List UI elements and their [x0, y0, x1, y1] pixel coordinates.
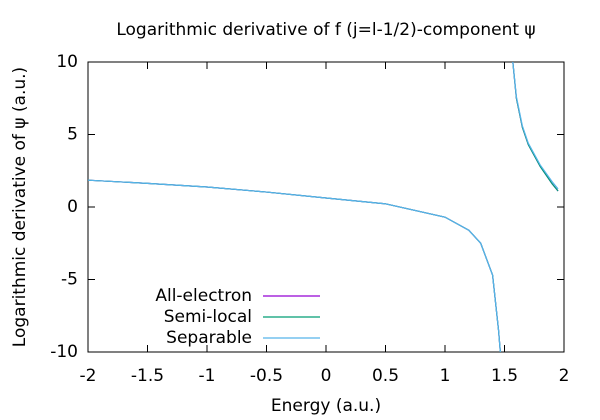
- legend-label: All-electron: [155, 286, 252, 306]
- x-tick-label: 1.5: [491, 366, 518, 386]
- x-tick-label: -0.5: [250, 366, 283, 386]
- x-axis-label: Energy (a.u.): [271, 396, 381, 416]
- series-line: [88, 62, 559, 352]
- x-tick-label: 0.5: [372, 366, 399, 386]
- x-tick-label: 2: [559, 366, 570, 386]
- x-tick-label: 0: [321, 366, 332, 386]
- plot-border: [87, 61, 565, 353]
- y-tick-label: 0: [67, 197, 78, 217]
- x-tick-label: -2: [80, 366, 97, 386]
- legend-label: Separable: [166, 328, 252, 348]
- series-line: [88, 62, 559, 352]
- x-tick-label: 1: [440, 366, 451, 386]
- chart-title: Logarithmic derivative of f (j=l-1/2)-co…: [116, 20, 535, 40]
- y-tick-label: 10: [56, 52, 78, 72]
- y-tick-label: -10: [50, 342, 78, 362]
- series-line: [88, 62, 559, 352]
- x-tick-label: -1.5: [131, 366, 164, 386]
- y-axis-label: Logarithmic derivative of ψ (a.u.): [10, 67, 30, 347]
- x-tick-label: -1: [199, 366, 216, 386]
- y-tick-label: -5: [61, 270, 78, 290]
- y-tick-label: 5: [67, 125, 78, 145]
- legend-label: Semi-local: [164, 307, 252, 327]
- lines: [88, 62, 559, 352]
